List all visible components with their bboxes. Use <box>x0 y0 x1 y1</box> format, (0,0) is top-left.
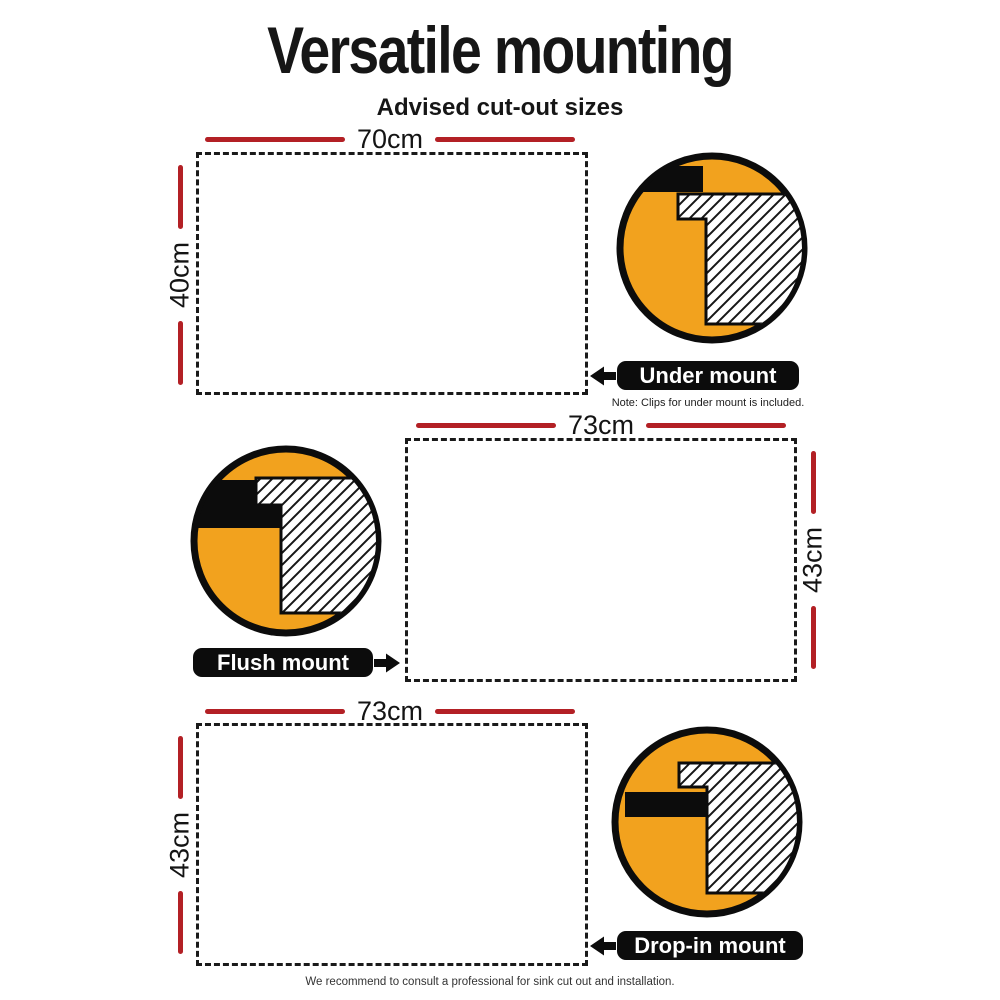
flush-mount-badge-row: Flush mount <box>193 648 401 677</box>
width-dimension-label: 70cm <box>356 123 424 154</box>
mount-type-badge-flush: Flush mount <box>193 648 373 677</box>
dimension-line <box>416 422 556 428</box>
flush-mount-cross-section-icon <box>190 445 382 637</box>
width-dimension-flush-mount: 73cm <box>416 409 786 440</box>
dimension-line <box>205 708 345 714</box>
drop-in-mount-badge-row: Drop-in mount <box>589 931 803 960</box>
cutout-rect-drop-in-mount <box>196 723 588 966</box>
page-title: Versatile mounting <box>267 13 734 87</box>
height-dimension-drop-in-mount: 43cm <box>158 736 202 954</box>
dimension-line <box>646 422 786 428</box>
mount-type-badge-under: Under mount <box>617 361 799 390</box>
dimension-line <box>177 891 183 954</box>
under-mount-note: Note: Clips for under mount is included. <box>611 397 805 409</box>
arrow-left-icon <box>590 936 616 955</box>
arrow-left-icon <box>590 366 616 385</box>
height-dimension-under-mount: 40cm <box>158 165 202 385</box>
height-dimension-label: 43cm <box>797 526 828 594</box>
dimension-line <box>177 165 183 229</box>
cutout-rect-under-mount <box>196 152 588 395</box>
mount-type-badge-drop-in: Drop-in mount <box>617 931 803 960</box>
width-dimension-label: 73cm <box>356 695 424 726</box>
under-mount-cross-section-icon <box>616 152 808 344</box>
footer-note: We recommend to consult a professional f… <box>305 976 675 988</box>
height-dimension-label: 40cm <box>164 241 195 309</box>
dimension-line <box>177 736 183 799</box>
under-mount-badge-row: Under mount <box>589 361 799 390</box>
drop-in-mount-cross-section-icon <box>611 726 803 918</box>
arrow-right-icon <box>374 653 400 672</box>
dimension-line <box>435 136 575 142</box>
width-dimension-under-mount: 70cm <box>205 123 575 154</box>
width-dimension-label: 73cm <box>567 409 635 440</box>
dimension-line <box>205 136 345 142</box>
dimension-line <box>177 321 183 385</box>
dimension-line <box>810 606 816 669</box>
dimension-line <box>810 451 816 514</box>
height-dimension-flush-mount: 43cm <box>791 451 835 669</box>
cutout-rect-flush-mount <box>405 438 797 682</box>
dimension-line <box>435 708 575 714</box>
width-dimension-drop-in-mount: 73cm <box>205 695 575 726</box>
height-dimension-label: 43cm <box>164 811 195 879</box>
page-subtitle: Advised cut-out sizes <box>376 94 624 121</box>
